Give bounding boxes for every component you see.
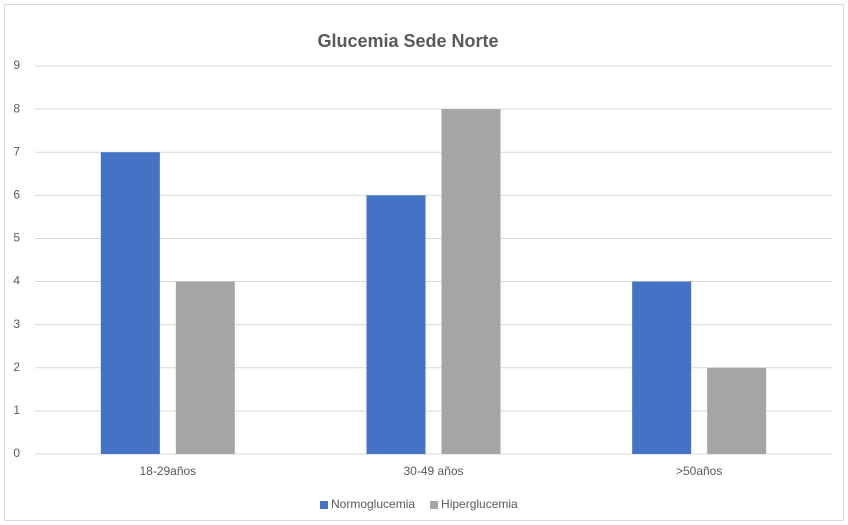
bar xyxy=(366,195,426,455)
y-tick-label: 2 xyxy=(13,360,20,374)
legend-label: Normoglucemia xyxy=(331,497,415,511)
y-tick-label: 0 xyxy=(13,446,20,460)
legend-swatch xyxy=(430,501,439,509)
y-tick-label: 7 xyxy=(13,144,20,158)
y-tick-label: 6 xyxy=(13,188,20,202)
bar xyxy=(175,281,235,454)
y-tick-label: 9 xyxy=(13,58,20,72)
bar xyxy=(441,109,501,454)
y-tick-label: 3 xyxy=(13,317,20,331)
y-tick-label: 4 xyxy=(13,274,20,288)
y-tick-label: 5 xyxy=(13,231,20,245)
legend-swatch xyxy=(320,501,328,509)
x-tick-label: 30-49 años xyxy=(403,464,463,478)
bar xyxy=(707,367,767,454)
y-tick-label: 8 xyxy=(13,101,20,115)
legend-label: Hiperglucemia xyxy=(441,497,518,511)
chart-title: Glucemia Sede Norte xyxy=(317,31,498,51)
x-tick-label: >50años xyxy=(676,464,722,478)
x-tick-label: 18-29años xyxy=(139,464,196,478)
y-tick-label: 1 xyxy=(13,403,20,417)
bar xyxy=(632,281,692,454)
bar xyxy=(100,152,160,454)
